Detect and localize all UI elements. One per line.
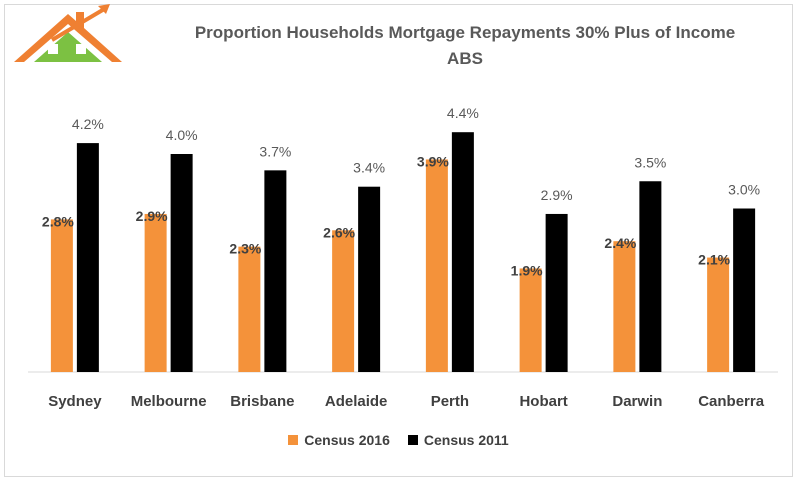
data-label-canberra-census-2016: 2.1%: [698, 252, 730, 268]
chart-title: Proportion Households Mortgage Repayment…: [194, 23, 736, 42]
legend-item-census-2011: Census 2011: [407, 432, 509, 448]
data-label-darwin-census-2011: 3.5%: [634, 154, 666, 170]
x-tick-label-canberra: Canberra: [698, 393, 765, 410]
x-tick-label-brisbane: Brisbane: [230, 393, 294, 410]
house-logo-icon: [14, 4, 122, 62]
data-label-brisbane-census-2011: 3.7%: [259, 143, 291, 159]
chart-subtitle: ABS: [447, 49, 483, 68]
x-tick-label-sydney: Sydney: [48, 393, 102, 410]
data-label-canberra-census-2011: 3.0%: [728, 182, 760, 198]
x-tick-label-hobart: Hobart: [519, 393, 567, 410]
bar-melbourne-census-2011: [170, 154, 193, 372]
bar-adelaide-census-2016: [332, 230, 355, 372]
data-label-perth-census-2016: 3.9%: [417, 153, 449, 169]
bar-perth-census-2011: [451, 132, 474, 372]
bar-brisbane-census-2016: [238, 246, 261, 372]
logo-roof: [14, 12, 122, 62]
logo-house-body: [34, 32, 102, 62]
chart-legend: Census 2016 Census 2011: [0, 432, 797, 448]
x-tick-label-darwin: Darwin: [612, 393, 662, 410]
chart-frame: [4, 4, 793, 477]
bar-darwin-census-2011: [639, 181, 662, 372]
logo-arrow: [50, 6, 108, 42]
data-label-darwin-census-2016: 2.4%: [604, 235, 636, 251]
data-label-adelaide-census-2016: 2.6%: [323, 224, 355, 240]
bar-sydney-census-2016: [50, 219, 73, 372]
bar-brisbane-census-2011: [264, 170, 287, 372]
data-label-melbourne-census-2016: 2.9%: [136, 208, 168, 224]
chart-title-block: Proportion Households Mortgage Repayment…: [140, 20, 790, 72]
bar-hobart-census-2016: [519, 268, 542, 372]
x-tick-label-perth: Perth: [431, 393, 469, 410]
x-tick-label-adelaide: Adelaide: [325, 393, 388, 410]
logo-window-right: [76, 44, 86, 54]
data-label-hobart-census-2016: 1.9%: [511, 262, 543, 278]
legend-label-census-2016: Census 2016: [304, 432, 390, 448]
logo-arrow-head: [98, 4, 110, 14]
bar-canberra-census-2011: [733, 208, 756, 372]
data-label-brisbane-census-2016: 2.3%: [229, 241, 261, 257]
data-label-adelaide-census-2011: 3.4%: [353, 160, 385, 176]
logo-window-left: [48, 44, 58, 54]
legend-item-census-2016: Census 2016: [288, 432, 390, 448]
bar-perth-census-2016: [425, 159, 448, 372]
bar-canberra-census-2016: [707, 257, 730, 372]
bar-sydney-census-2011: [76, 143, 99, 372]
bar-hobart-census-2011: [545, 213, 568, 372]
bar-adelaide-census-2011: [358, 186, 381, 372]
legend-label-census-2011: Census 2011: [423, 432, 509, 448]
legend-swatch-census-2016: [288, 435, 299, 445]
x-tick-label-melbourne: Melbourne: [131, 393, 207, 410]
data-label-melbourne-census-2011: 4.0%: [166, 127, 198, 143]
data-label-sydney-census-2016: 2.8%: [42, 213, 74, 229]
bar-melbourne-census-2016: [144, 213, 167, 372]
legend-swatch-census-2011: [407, 435, 418, 445]
data-label-sydney-census-2011: 4.2%: [72, 116, 104, 132]
data-label-hobart-census-2011: 2.9%: [541, 187, 573, 203]
data-label-perth-census-2011: 4.4%: [447, 105, 479, 121]
bar-darwin-census-2016: [613, 241, 636, 372]
